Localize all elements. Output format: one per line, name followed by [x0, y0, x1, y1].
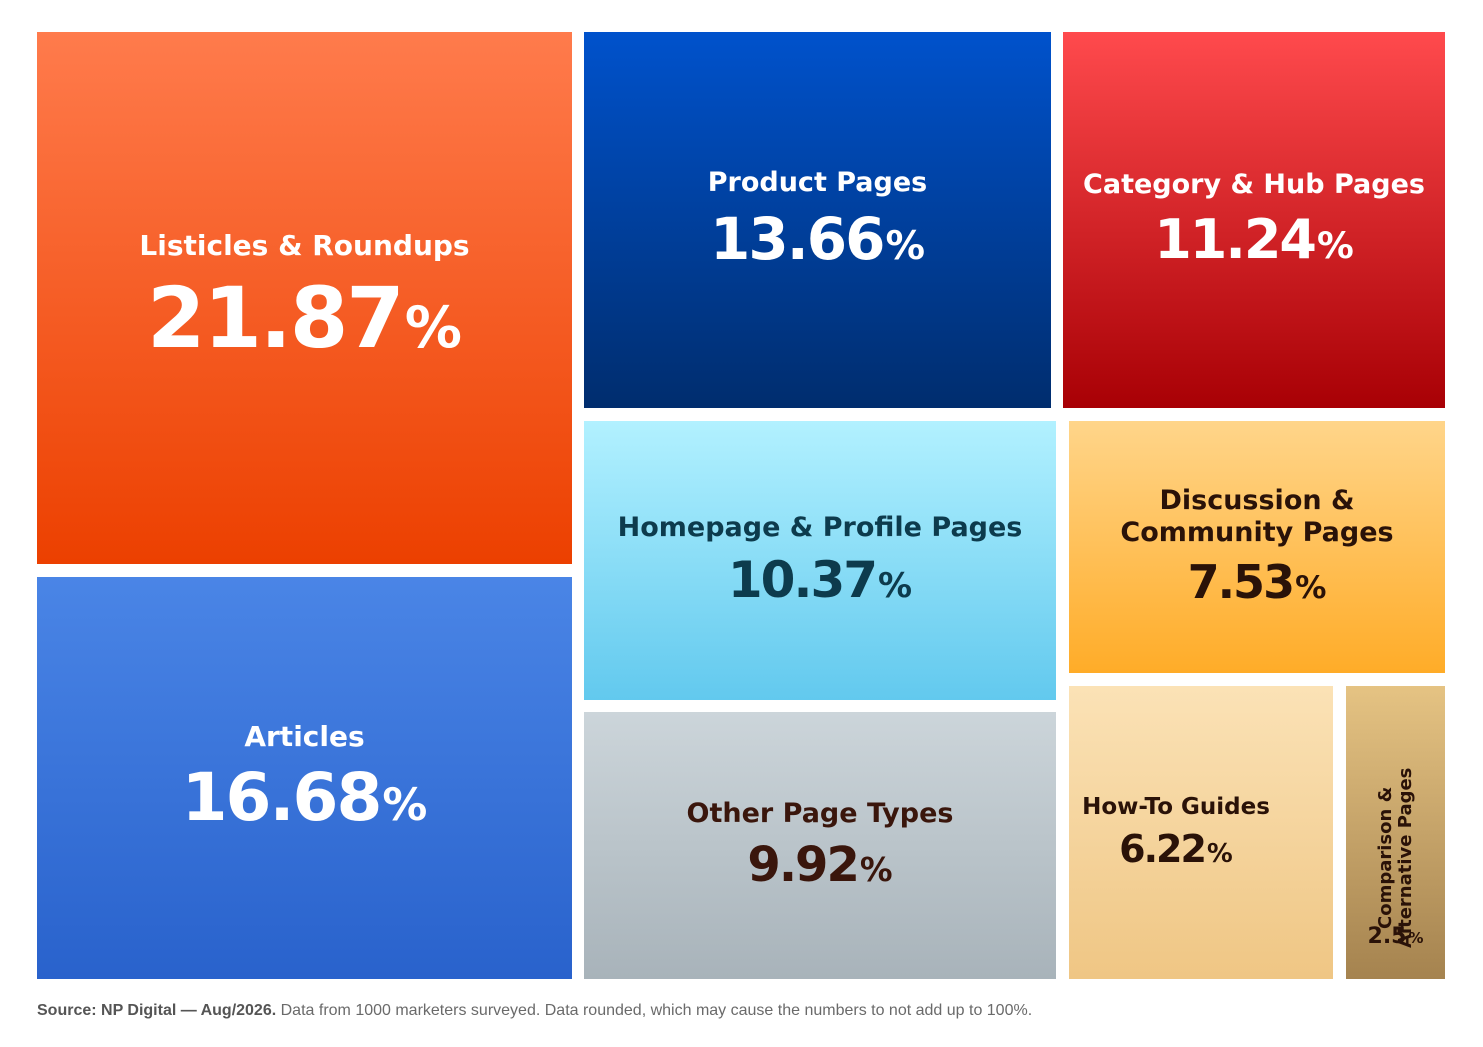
tile-value-number: 21.87	[147, 268, 405, 367]
tile-value-number: 10.37	[727, 550, 878, 609]
tile-value-number: 7.53	[1187, 555, 1295, 610]
tile-label: Category & Hub Pages	[1083, 169, 1425, 201]
tile-value-number: 16.68	[181, 759, 383, 837]
tile-value-percent-sign: %	[878, 565, 913, 606]
tile-value-percent-sign: %	[885, 223, 925, 270]
tile-text-group: Category & Hub Pages 11.24%	[1071, 169, 1437, 270]
tile-discussion-and-community-pages: Discussion & Community Pages 7.53%	[1069, 421, 1445, 673]
tile-label: Articles	[244, 719, 365, 753]
tile-value-number: 6.22	[1119, 827, 1207, 872]
source-label: Source: NP Digital — Aug/2026.	[37, 1002, 277, 1019]
source-footnote: Source: NP Digital — Aug/2026. Data from…	[37, 1002, 1032, 1020]
tile-value: 21.87%	[147, 269, 462, 367]
tile-label: Listicles & Roundups	[139, 229, 470, 263]
tile-value-percent-sign: %	[859, 850, 893, 889]
tile-label: Other Page Types	[686, 798, 954, 830]
tile-value-percent-sign: %	[404, 294, 462, 361]
tile-comparison-and-alternative-pages: Comparison & Alternative Pages 2.5%	[1346, 686, 1445, 979]
tile-value-percent-sign: %	[1295, 570, 1327, 607]
tile-text-group: Homepage & Profile Pages 10.37%	[606, 512, 1035, 608]
tile-label: Discussion & Community Pages	[1120, 484, 1394, 548]
tile-text-group: Discussion & Community Pages 7.53%	[1069, 485, 1445, 610]
tile-value: 7.53%	[1188, 555, 1327, 609]
tile-listicles-and-roundups: Listicles & Roundups 21.87%	[37, 32, 572, 564]
treemap-chart: Listicles & Roundups 21.87% Articles 16.68%…	[37, 32, 1445, 979]
tile-text-group: Listicles & Roundups 21.87%	[127, 229, 481, 367]
tile-text-group: How-To Guides 6.22%	[1070, 794, 1282, 872]
tile-value-percent-sign: %	[1408, 929, 1424, 947]
tile-value-percent-sign: %	[382, 778, 428, 832]
tile-value: 10.37%	[728, 551, 912, 609]
tile-value-number: 9.92	[747, 836, 859, 893]
tile-value-number: 2.5	[1367, 924, 1407, 949]
tile-value: 11.24%	[1154, 208, 1354, 271]
tile-value: 6.22%	[1119, 827, 1233, 871]
tile-value-percent-sign: %	[1317, 223, 1354, 267]
tile-homepage-and-profile-pages: Homepage & Profile Pages 10.37%	[584, 421, 1056, 700]
tile-value: 13.66%	[710, 205, 925, 273]
tile-label: How-To Guides	[1082, 793, 1270, 820]
tile-value: 16.68%	[182, 759, 428, 836]
tile-value: 9.92%	[747, 837, 892, 893]
tile-value-number: 13.66	[710, 205, 885, 274]
source-note: Data from 1000 marketers surveyed. Data …	[280, 1002, 1033, 1019]
tile-value-number: 11.24	[1154, 207, 1317, 271]
tile-articles: Articles 16.68%	[37, 577, 572, 979]
tile-label: Product Pages	[707, 166, 928, 198]
tile-category-and-hub-pages: Category & Hub Pages 11.24%	[1063, 32, 1445, 408]
tile-label: Homepage & Profile Pages	[617, 512, 1023, 544]
tile-text-group: Articles 16.68%	[182, 720, 428, 837]
tile-label: Comparison & Alternative Pages	[1374, 767, 1416, 948]
tile-value: 2.5%	[1368, 924, 1424, 949]
tile-value-percent-sign: %	[1206, 839, 1233, 870]
tile-how-to-guides: How-To Guides 6.22%	[1069, 686, 1333, 979]
tile-text-group: Other Page Types 9.92%	[675, 798, 966, 892]
tile-other-page-types: Other Page Types 9.92%	[584, 712, 1056, 979]
tile-product-pages: Product Pages 13.66%	[584, 32, 1051, 408]
tile-text-group: Product Pages 13.66%	[696, 167, 940, 273]
